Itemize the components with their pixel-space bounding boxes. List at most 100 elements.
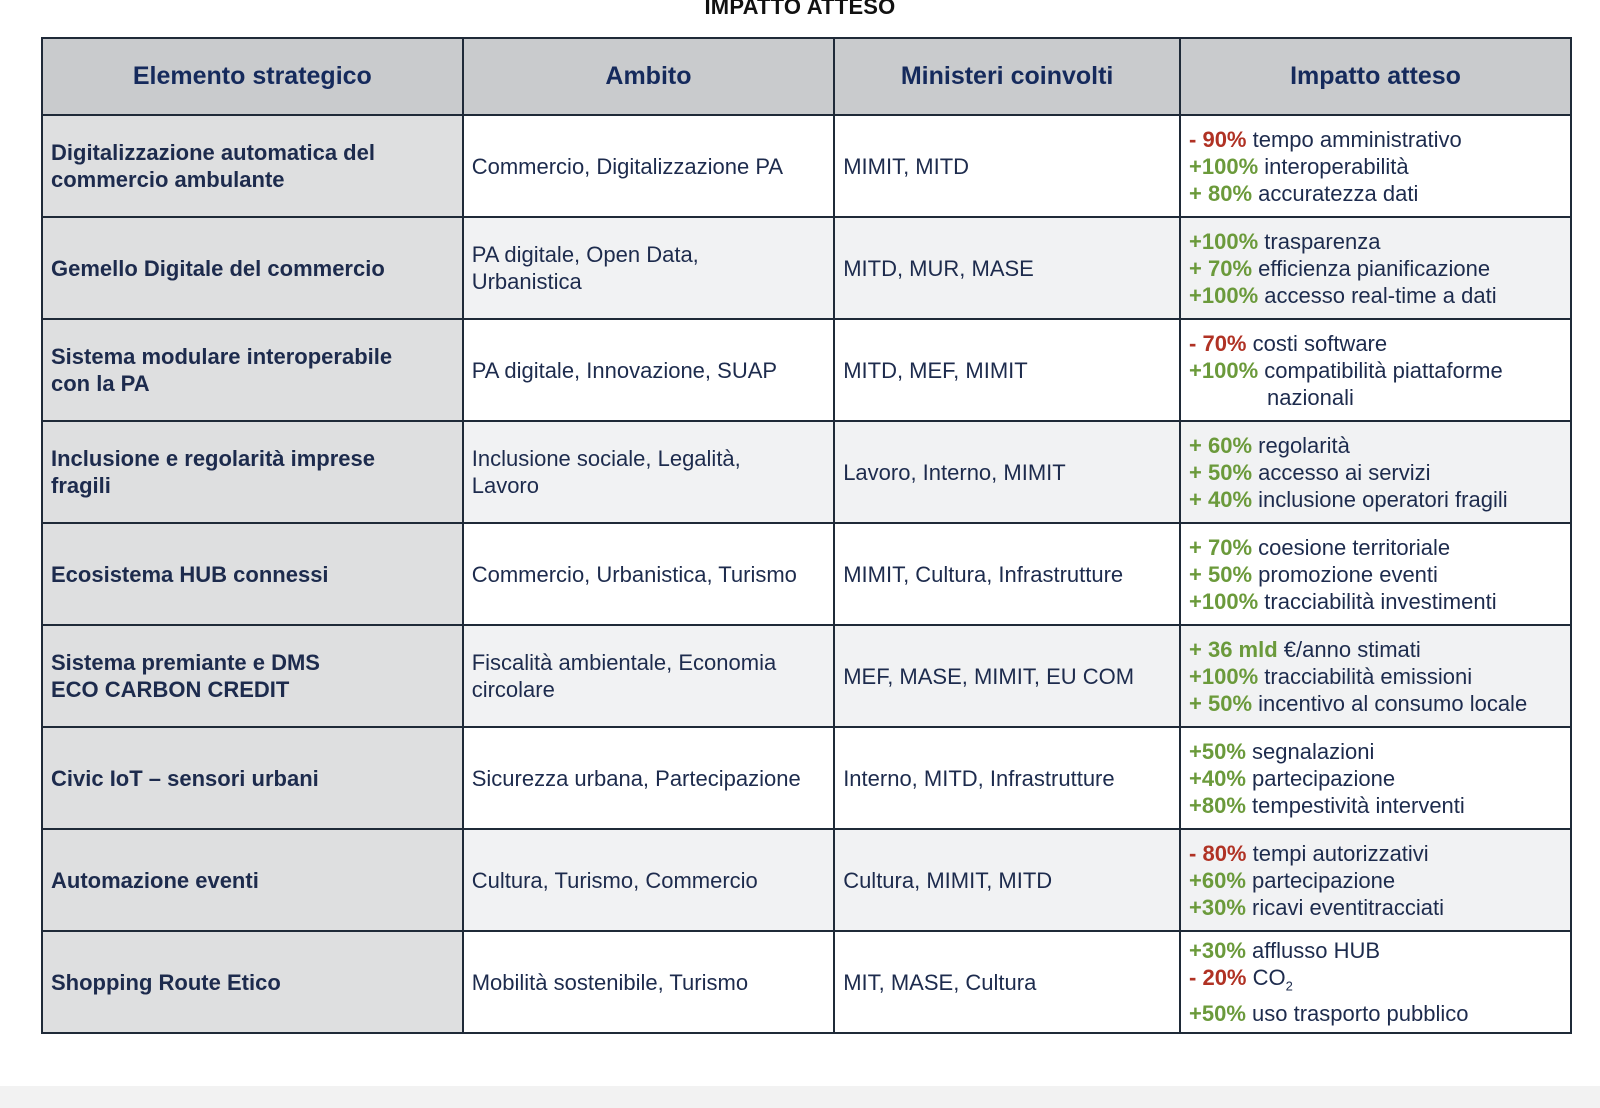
impact-text: partecipazione xyxy=(1252,765,1396,791)
impact-value: 50% xyxy=(1207,690,1253,716)
impact-line: +40% partecipazione xyxy=(1189,765,1562,792)
impact-text: efficienza pianificazione xyxy=(1258,255,1491,281)
impact-sign: + xyxy=(1189,432,1208,458)
impact-value: 60% xyxy=(1201,867,1246,893)
elemento-line: Gemello Digitale del commercio xyxy=(51,255,385,281)
bottom-bar xyxy=(0,1086,1600,1108)
cell-elemento-strategico: Civic IoT – sensori urbani xyxy=(41,726,464,830)
impact-sign: + xyxy=(1189,894,1202,920)
elemento-line: Automazione eventi xyxy=(51,867,259,893)
impact-text: tracciabilità emissioni xyxy=(1264,663,1473,689)
ambito-line: PA digitale, Innovazione, SUAP xyxy=(471,357,778,383)
impact-sign: + xyxy=(1189,690,1208,716)
cell-ambito: Mobilità sostenibile, Turismo xyxy=(461,930,836,1034)
cell-ministeri: Cultura, MIMIT, MITD xyxy=(833,828,1181,932)
impact-text: segnalazioni xyxy=(1252,738,1375,764)
impact-value: 100% xyxy=(1201,282,1259,308)
impact-line: + 50% accesso ai servizi xyxy=(1189,459,1562,486)
ambito-line: Commercio, Digitalizzazione PA xyxy=(471,153,784,179)
impact-text: regolarità xyxy=(1258,432,1350,458)
impact-sign: + xyxy=(1189,180,1208,206)
cell-ambito: Sicurezza urbana, Partecipazione xyxy=(461,726,836,830)
impact-line: +100% tracciabilità investimenti xyxy=(1189,588,1562,615)
impact-line: +50% segnalazioni xyxy=(1189,738,1562,765)
impact-text: tempi autorizzativi xyxy=(1252,840,1429,866)
impact-value: 60% xyxy=(1207,432,1253,458)
impact-text: afflusso HUB xyxy=(1252,938,1381,964)
elemento-line: con la PA xyxy=(51,371,150,396)
impact-value: 80% xyxy=(1207,180,1253,206)
impact-value: 20% xyxy=(1202,965,1247,991)
impact-value: 100% xyxy=(1201,663,1259,689)
impact-sign: - xyxy=(1189,965,1203,991)
impact-text: incentivo al consumo locale xyxy=(1258,690,1528,716)
impact-value: 80% xyxy=(1202,840,1247,866)
elemento-line: Sistema premiante e DMS xyxy=(51,650,320,675)
impact-line: - 70% costi software xyxy=(1189,330,1562,357)
impact-value: 90% xyxy=(1202,126,1247,152)
impact-text: costi software xyxy=(1252,330,1388,356)
impact-sign: + xyxy=(1189,792,1202,818)
ambito-line: Lavoro xyxy=(471,473,539,498)
impact-text: compatibilità piattaforme xyxy=(1264,357,1503,383)
impact-sign: + xyxy=(1189,255,1208,281)
impact-sign: + xyxy=(1189,486,1208,512)
impact-value: 70% xyxy=(1207,534,1253,560)
impact-sign: + xyxy=(1189,459,1208,485)
impact-line: + 50% incentivo al consumo locale xyxy=(1189,690,1562,717)
impact-line: + 36 mld €/anno stimati xyxy=(1189,636,1562,663)
impact-sign: + xyxy=(1189,738,1202,764)
impact-line: +100% compatibilità piattaforme xyxy=(1189,357,1562,384)
cell-impatto-atteso: - 90% tempo amministrativo +100% interope… xyxy=(1179,114,1572,218)
elemento-line: ECO CARBON CREDIT xyxy=(51,677,290,702)
impact-value: 40% xyxy=(1207,486,1253,512)
impact-text: coesione territoriale xyxy=(1258,534,1451,560)
cell-elemento-strategico: Gemello Digitale del commercio xyxy=(41,216,464,320)
elemento-line: Shopping Route Etico xyxy=(51,969,281,995)
table-row: Civic IoT – sensori urbani Sicurezza urba… xyxy=(41,726,1572,830)
impact-value: 50% xyxy=(1201,738,1246,764)
impact-sign: + xyxy=(1189,636,1208,662)
impact-text: uso trasporto pubblico xyxy=(1252,1000,1469,1026)
impact-text: trasparenza xyxy=(1264,228,1381,254)
impact-line: +30% ricavi eventitracciati xyxy=(1189,894,1562,921)
impact-sign: + xyxy=(1189,228,1202,254)
impact-text: inclusione operatori fragili xyxy=(1258,486,1508,512)
impact-value: 36 mld xyxy=(1207,636,1278,662)
table-row: Shopping Route Etico Mobilità sostenibile… xyxy=(41,930,1572,1034)
impact-line: +50% uso trasporto pubblico xyxy=(1189,1000,1562,1027)
impact-sign: + xyxy=(1189,534,1208,560)
impact-line: +30% afflusso HUB xyxy=(1189,937,1562,964)
ambito-line: Sicurezza urbana, Partecipazione xyxy=(471,765,801,791)
cell-ministeri: MEF, MASE, MIMIT, EU COM xyxy=(833,624,1181,728)
impact-sign: + xyxy=(1189,867,1202,893)
impact-line: - 80% tempi autorizzativi xyxy=(1189,840,1562,867)
ambito-line: Urbanistica xyxy=(471,269,582,294)
cell-elemento-strategico: Shopping Route Etico xyxy=(41,930,464,1034)
table-row: Digitalizzazione automatica del commercio… xyxy=(41,114,1572,218)
impact-line: +100% interoperabilità xyxy=(1189,153,1562,180)
impact-line: + 40% inclusione operatori fragili xyxy=(1189,486,1562,513)
impact-table: Elemento strategico Ambito Ministeri coi… xyxy=(41,37,1572,1034)
cell-ambito: Commercio, Digitalizzazione PA xyxy=(461,114,836,218)
ambito-line: Inclusione sociale, Legalità, xyxy=(471,446,741,471)
impact-text: partecipazione xyxy=(1252,867,1396,893)
cell-ambito: Inclusione sociale, Legalità, Lavoro xyxy=(461,420,836,524)
impact-value: 70% xyxy=(1202,330,1247,356)
impact-value: 100% xyxy=(1201,153,1259,179)
impact-value: 30% xyxy=(1201,894,1246,920)
header-row: Elemento strategico Ambito Ministeri coi… xyxy=(41,37,1572,116)
impact-line: +80% tempestività interventi xyxy=(1189,792,1562,819)
impact-sign: + xyxy=(1189,561,1208,587)
impact-text: €/anno stimati xyxy=(1283,636,1421,662)
elemento-line: Civic IoT – sensori urbani xyxy=(51,765,319,791)
impact-line: nazionali xyxy=(1189,384,1562,411)
cell-elemento-strategico: Digitalizzazione automatica del commercio… xyxy=(41,114,464,218)
impact-line: - 90% tempo amministrativo xyxy=(1189,126,1562,153)
impact-line: +60% partecipazione xyxy=(1189,867,1562,894)
cell-impatto-atteso: +30% afflusso HUB - 20% CO2 +50% uso trasp… xyxy=(1179,930,1572,1034)
cell-impatto-atteso: + 70% coesione territoriale + 50% promozi… xyxy=(1179,522,1572,626)
ambito-line: PA digitale, Open Data, xyxy=(471,242,699,267)
cell-impatto-atteso: - 80% tempi autorizzativi +60% partecipaz… xyxy=(1179,828,1572,932)
impact-line: + 70% coesione territoriale xyxy=(1189,534,1562,561)
